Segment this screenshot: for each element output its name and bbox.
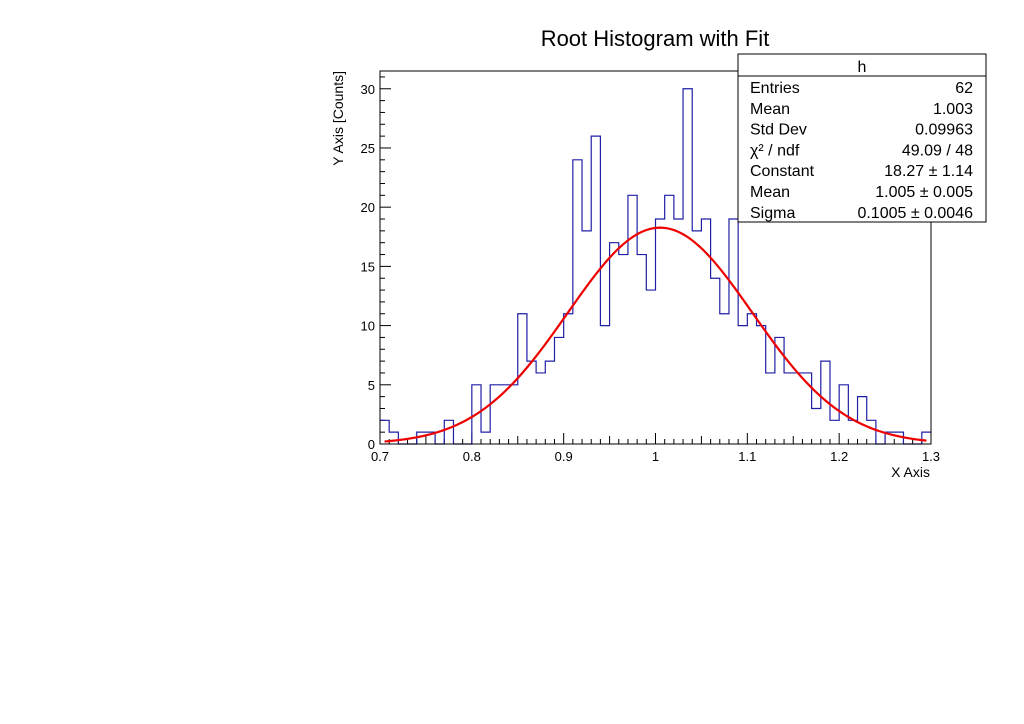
y-axis-title: Y Axis [Counts] <box>330 71 346 166</box>
fit-curve <box>384 226 927 443</box>
stats-row-label: Std Dev <box>750 122 807 139</box>
x-tick-label: 1.2 <box>830 449 848 464</box>
x-tick-label: 0.7 <box>371 449 389 464</box>
y-tick-label: 25 <box>361 141 375 156</box>
y-tick-label: 0 <box>368 437 375 452</box>
stats-row-value: 0.1005 ± 0.0046 <box>857 205 973 222</box>
stats-row-label: χ² / ndf <box>750 142 800 159</box>
stats-row-value: 18.27 ± 1.14 <box>884 163 973 180</box>
fit-curve-series <box>384 226 927 443</box>
stats-row-value: 62 <box>955 80 973 97</box>
x-tick-label: 0.8 <box>463 449 481 464</box>
stats-row-label: Mean <box>750 184 790 201</box>
y-tick-label: 10 <box>361 319 375 334</box>
stats-row-label: Constant <box>750 163 815 180</box>
stats-rows: Entries 62 Mean 1.003 Std Dev 0.09963 χ² / ndf… <box>750 80 973 222</box>
stats-row-value: 1.003 <box>933 101 973 118</box>
y-tick-label: 15 <box>361 259 375 274</box>
x-tick-label: 1 <box>652 449 659 464</box>
stats-row-value: 49.09 / 48 <box>902 142 973 159</box>
y-tick-label: 20 <box>361 200 375 215</box>
y-tick-label: 30 <box>361 82 375 97</box>
histogram-series <box>380 88 931 445</box>
x-tick-label: 1.3 <box>922 449 940 464</box>
x-tick-labels: 0.7 0.8 0.9 1 1.1 1.2 1.3 <box>371 449 940 464</box>
stats-box-title: h <box>858 59 867 76</box>
plot-frame <box>379 70 932 445</box>
stats-row-value: 1.005 ± 0.005 <box>875 184 973 201</box>
y-tick-label: 5 <box>368 378 375 393</box>
chart-title: Root Histogram with Fit <box>541 26 770 51</box>
x-tick-label: 0.9 <box>555 449 573 464</box>
x-tick-label: 1.1 <box>738 449 756 464</box>
y-tick-labels: 0 5 10 15 20 25 30 <box>361 82 375 452</box>
histogram-outline <box>380 88 931 445</box>
stats-row-label: Sigma <box>750 205 795 222</box>
stats-row-label: Mean <box>750 101 790 118</box>
stats-row-value: 0.09963 <box>915 122 973 139</box>
x-axis-title: X Axis <box>891 464 930 480</box>
stats-box-frame <box>737 53 987 223</box>
stats-box: h Entries 62 Mean 1.003 Std Dev 0.09963 χ² / n… <box>737 53 987 223</box>
stats-row-label: Entries <box>750 80 800 97</box>
